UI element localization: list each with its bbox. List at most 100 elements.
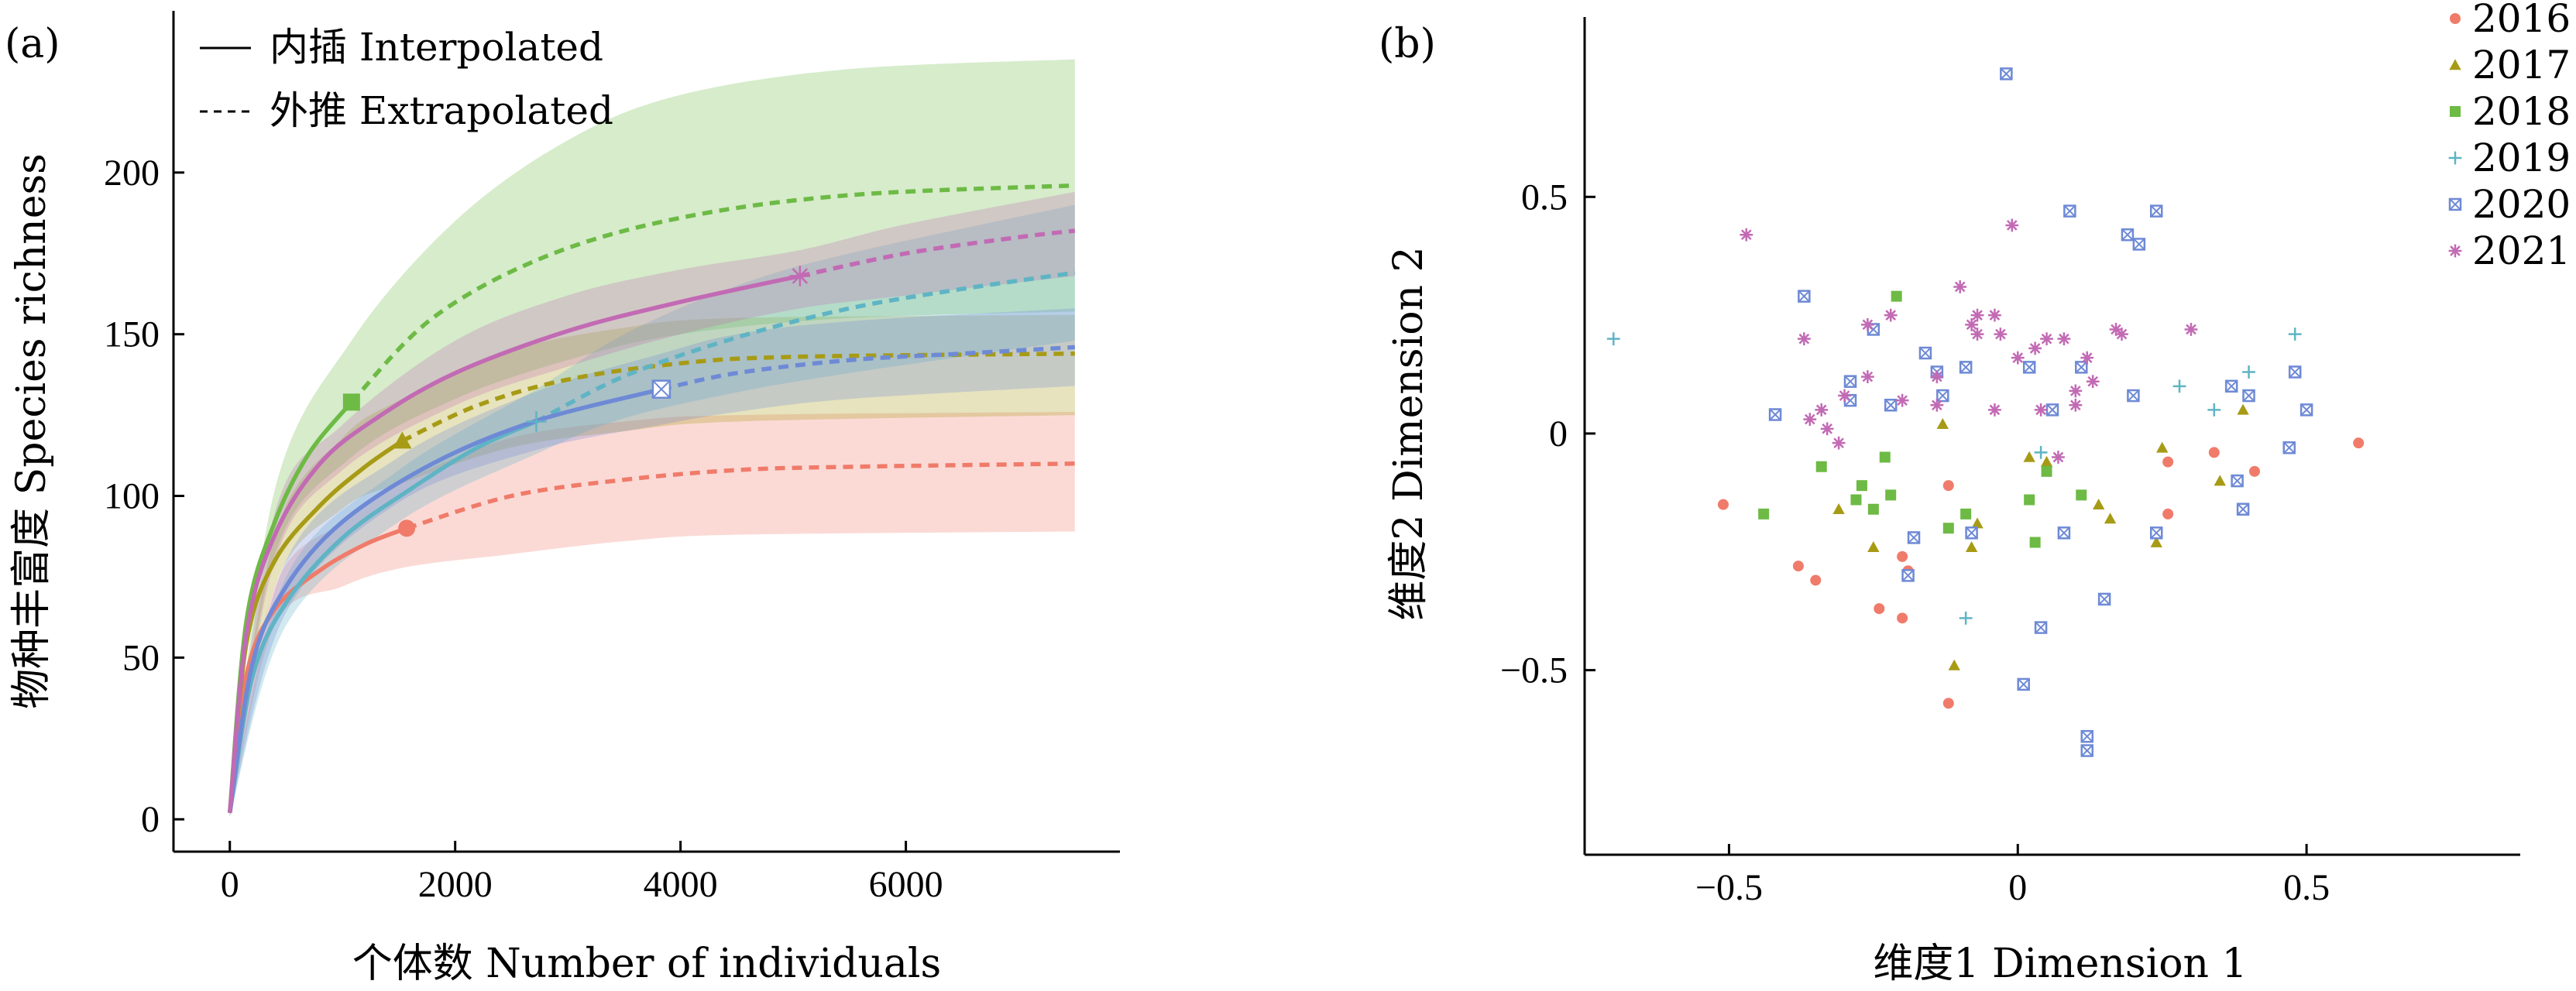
point-2020: [2236, 502, 2250, 516]
point-2021: [2069, 384, 2083, 398]
legend-marker-2019: [2448, 151, 2462, 165]
panel-b-nmds: (b) −0.5 0 0.5−0.500.5 2016201720182019202…: [1379, 0, 2571, 987]
point-2020: [1907, 531, 1921, 544]
panel-b-x-axis-title: 维度1 Dimension 1: [1873, 941, 2247, 987]
point-2020: [2022, 361, 2036, 374]
point-2020: [1936, 389, 1949, 403]
y-tick-label: 0: [1549, 413, 1568, 454]
point-2020: [1965, 526, 1978, 540]
point-2018: [2041, 465, 2052, 477]
legend-line-style: 内插 Interpolated 外推 Extrapolated: [200, 25, 613, 133]
point-2021: [2052, 451, 2065, 464]
legend-label-2019: 2019: [2472, 135, 2571, 180]
legend-marker-2016: [2450, 13, 2461, 24]
point-2020: [2300, 403, 2313, 417]
y-tick-label: 150: [104, 314, 160, 355]
point-2020: [2045, 403, 2059, 417]
observed-marker-2019: [526, 411, 547, 432]
point-2019: [2034, 445, 2048, 459]
observed-marker-2018: [342, 393, 360, 411]
point-2021: [1838, 389, 1851, 403]
band-2018: [229, 59, 1075, 817]
point-2020: [2080, 729, 2093, 743]
point-2021: [1797, 332, 1811, 346]
y-tick-label: −0.5: [1500, 650, 1568, 691]
point-2021: [2034, 403, 2048, 417]
x-tick-label: 0.5: [2283, 867, 2330, 908]
point-2018: [1850, 494, 1862, 506]
point-2021: [1930, 398, 1944, 412]
point-2017: [2023, 451, 2035, 462]
point-2021: [1803, 413, 1817, 427]
extrapolated-line-2021: [799, 228, 1076, 279]
panel-a-ticks: 0 2000 4000 6000 0 50 100 150 200: [104, 153, 943, 905]
point-2021: [1953, 280, 1967, 293]
legend-marker-2018: [2450, 106, 2461, 117]
point-2020: [2132, 238, 2146, 251]
x-tick-label: 0: [221, 864, 239, 905]
legend-label-2018: 2018: [2472, 89, 2571, 134]
panel-a-x-axis-title: 个体数 Number of individuals: [352, 941, 942, 987]
point-2018: [1815, 461, 1827, 472]
point-2021: [2069, 398, 2083, 412]
band-2021: [229, 191, 1075, 817]
point-2016: [2162, 456, 2174, 468]
point-2017: [1832, 503, 1845, 515]
point-2020: [2057, 526, 2071, 540]
point-2020: [2080, 744, 2093, 757]
point-2021: [1740, 228, 1753, 242]
point-2018: [1891, 290, 1902, 302]
point-2021: [1832, 436, 1846, 450]
point-2017: [2214, 475, 2226, 486]
panel-a-axes: [172, 11, 1120, 853]
point-2020: [2127, 389, 2140, 403]
point-2021: [2057, 332, 2071, 346]
extrapolated-line-2020: [661, 345, 1075, 392]
point-2020: [1918, 346, 1932, 360]
point-2018: [1856, 480, 1867, 492]
point-2021: [2028, 341, 2042, 355]
legend-marker-2021: [2448, 244, 2462, 258]
legend-marker-2017: [2449, 59, 2461, 70]
interpolated-line-2020: [228, 387, 662, 814]
panel-b-y-axis-title: 维度2 Dimension 2: [1386, 246, 1432, 620]
point-2020: [2097, 592, 2111, 606]
point-2021: [2080, 351, 2094, 365]
point-2017: [1971, 517, 1984, 529]
rarefaction-lines: [227, 183, 1076, 814]
point-2021: [1860, 370, 1874, 383]
point-2021: [1820, 422, 1834, 436]
point-2018: [1867, 503, 1879, 515]
point-2016: [1897, 550, 1908, 562]
legend-label-2017: 2017: [2472, 43, 2571, 87]
panel-b-ticks: −0.5 0 0.5 −0.5 0 0.5: [1500, 177, 2330, 908]
panel-a-richness-curves: (a) 0 2000 4000 6000 0 50 100 150 200 内插 Interpo…: [5, 11, 1120, 987]
point-2018: [1879, 451, 1891, 463]
point-2018: [2076, 489, 2087, 501]
point-2017: [2040, 455, 2053, 467]
point-2020: [2121, 228, 2135, 242]
point-2021: [1970, 327, 1984, 341]
point-2016: [1810, 574, 1822, 586]
point-2018: [2024, 494, 2035, 506]
point-2017: [2237, 403, 2249, 415]
point-2019: [2288, 327, 2302, 341]
y-tick-label: 0: [141, 799, 160, 840]
point-2018: [2029, 537, 2041, 548]
band-2017: [229, 314, 1075, 817]
y-tick-label: 0.5: [1521, 177, 1568, 218]
observed-marker-2017: [393, 431, 412, 449]
legend-label-2020: 2020: [2472, 182, 2571, 227]
panel-b-label: (b): [1379, 21, 1436, 67]
point-2016: [2208, 447, 2220, 458]
point-2017: [1965, 540, 1978, 552]
extrapolated-line-2016: [406, 461, 1075, 530]
point-2020: [1901, 569, 1915, 582]
point-2020: [2034, 621, 2048, 634]
confidence-bands: [229, 59, 1075, 817]
point-2021: [1884, 308, 1898, 322]
point-2016: [1717, 499, 1729, 510]
point-2018: [1942, 523, 1954, 534]
y-tick-label: 100: [104, 476, 160, 517]
x-tick-label: 0: [2008, 867, 2027, 908]
